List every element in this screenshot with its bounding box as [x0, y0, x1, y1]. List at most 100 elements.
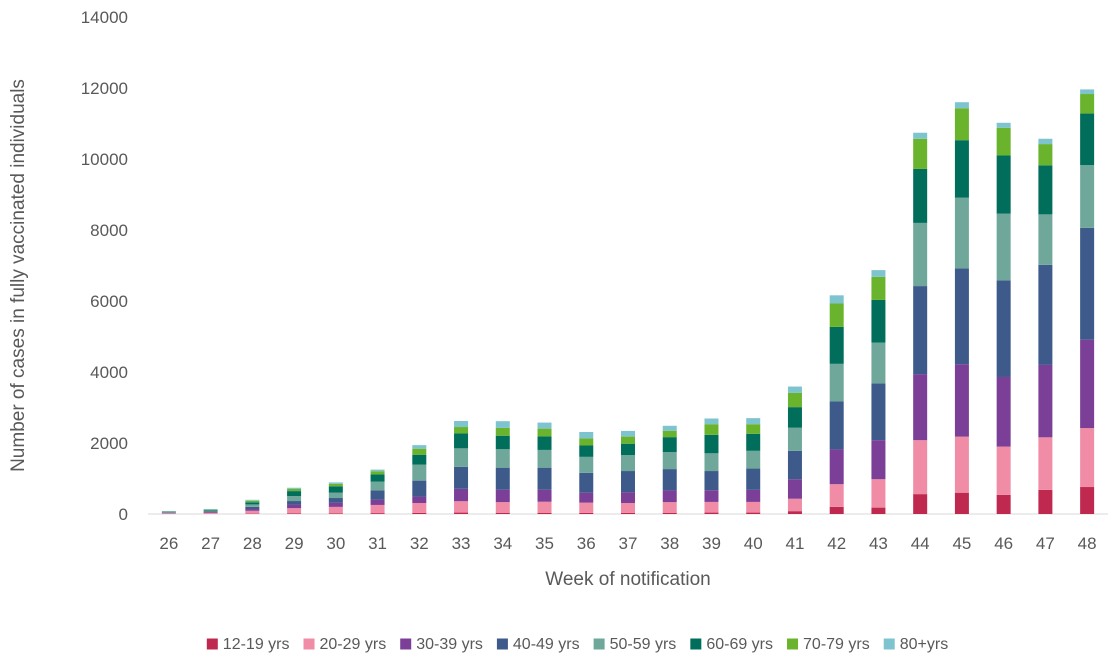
bar-segment: [662, 512, 677, 514]
legend-label: 30-39 yrs: [416, 636, 483, 653]
bar-segment: [621, 502, 635, 513]
bar-segment: [662, 437, 677, 453]
bar-segment: [871, 299, 886, 343]
y-tick-label: 14000: [81, 8, 128, 27]
bar-segment: [746, 468, 761, 490]
bar-segment: [829, 363, 844, 402]
bar-segment: [913, 374, 928, 441]
bar-segment: [1080, 165, 1095, 228]
bar-segment: [787, 392, 802, 408]
bar-segment: [328, 492, 343, 499]
bar-segment: [871, 383, 886, 441]
bar-segment: [621, 492, 635, 503]
x-tick-label: 27: [201, 534, 220, 553]
bar-segment: [704, 512, 719, 514]
legend-item: 12-19 yrs: [206, 636, 290, 653]
bar-segment: [537, 512, 552, 514]
bar-segment: [161, 513, 176, 514]
bar-segment: [287, 496, 302, 502]
bar-segment: [203, 509, 218, 511]
bar-segment: [1038, 138, 1053, 145]
bar-segment: [704, 501, 719, 513]
legend-swatch: [303, 638, 315, 650]
bar-segment: [287, 488, 302, 492]
bar-segment: [871, 276, 886, 300]
bar-segment: [579, 445, 594, 457]
bar-segment: [704, 424, 719, 435]
bar-segment: [245, 499, 260, 501]
bar-segment: [495, 435, 510, 450]
bar-segment: [537, 422, 552, 429]
bar-segment: [1080, 339, 1095, 429]
bar-segment: [621, 443, 635, 456]
bar-segment: [412, 448, 427, 455]
x-tick-label: 32: [410, 534, 429, 553]
bar-segment: [704, 471, 719, 491]
bar-segment: [954, 140, 969, 198]
bar-segment: [1080, 94, 1095, 114]
bar-segment: [203, 512, 218, 513]
bar-segment: [579, 492, 594, 503]
x-tick-label: 44: [911, 534, 930, 553]
bar-segment: [787, 511, 802, 514]
bar-segment: [1038, 364, 1053, 438]
bar-segment: [1080, 487, 1095, 514]
bar-segment: [996, 376, 1011, 447]
bar-segment: [328, 482, 343, 484]
legend-label: 70-79 yrs: [803, 636, 870, 653]
bar-segment: [579, 438, 594, 446]
x-tick-label: 35: [535, 534, 554, 553]
bar-segment: [621, 512, 635, 514]
bar-segment: [328, 502, 343, 507]
bar-segment: [913, 138, 928, 169]
legend: 12-19 yrs 20-29 yrs 30-39 yrs 40-49 yrs 50-5…: [206, 636, 948, 653]
bar-segment: [370, 513, 385, 514]
bar-segment: [996, 122, 1011, 128]
bar-segment: [579, 456, 594, 473]
x-tick-label: 29: [285, 534, 304, 553]
y-tick-label: 8000: [90, 221, 128, 240]
bar-segment: [370, 490, 385, 500]
bar-segment: [537, 436, 552, 450]
bar-segment: [328, 506, 343, 514]
bar-segment: [1038, 437, 1053, 490]
bar-segment: [829, 401, 844, 450]
legend-item: 60-69 yrs: [690, 636, 773, 653]
bar-segment: [829, 326, 844, 364]
bar-segment: [621, 471, 635, 493]
y-tick-label: 4000: [90, 363, 128, 382]
bar-segment: [746, 512, 761, 514]
x-tick-label: 39: [702, 534, 721, 553]
bar-segment: [871, 342, 886, 384]
bar-segment: [287, 501, 302, 505]
legend-label: 40-49 yrs: [513, 636, 580, 653]
x-tick-label: 31: [368, 534, 387, 553]
bar-segment: [787, 386, 802, 393]
bar-segment: [287, 504, 302, 509]
bar-segment: [954, 197, 969, 269]
bar-segment: [1038, 214, 1053, 265]
bar-segment: [662, 425, 677, 431]
x-tick-label: 47: [1036, 534, 1055, 553]
legend-item: 70-79 yrs: [787, 636, 870, 653]
bar-segment: [746, 489, 761, 502]
legend-swatch: [787, 638, 799, 650]
bar-segment: [1080, 89, 1095, 95]
y-tick-label: 6000: [90, 292, 128, 311]
legend-label: 12-19 yrs: [223, 636, 290, 653]
bar-segment: [871, 270, 886, 277]
bar-segment: [954, 492, 969, 514]
bar-segment: [704, 434, 719, 454]
y-tick-label: 10000: [81, 150, 128, 169]
bar-segment: [579, 512, 594, 514]
bar-segment: [996, 280, 1011, 377]
bar-segment: [1080, 227, 1095, 340]
bar-segment: [1038, 264, 1053, 365]
bar-segment: [454, 448, 469, 467]
bar-segment: [579, 502, 594, 513]
x-tick-label: 34: [493, 534, 512, 553]
bar-segment: [871, 440, 886, 480]
bar-segment: [996, 446, 1011, 495]
legend-item: 20-29 yrs: [303, 636, 386, 653]
bar-segment: [287, 491, 302, 497]
